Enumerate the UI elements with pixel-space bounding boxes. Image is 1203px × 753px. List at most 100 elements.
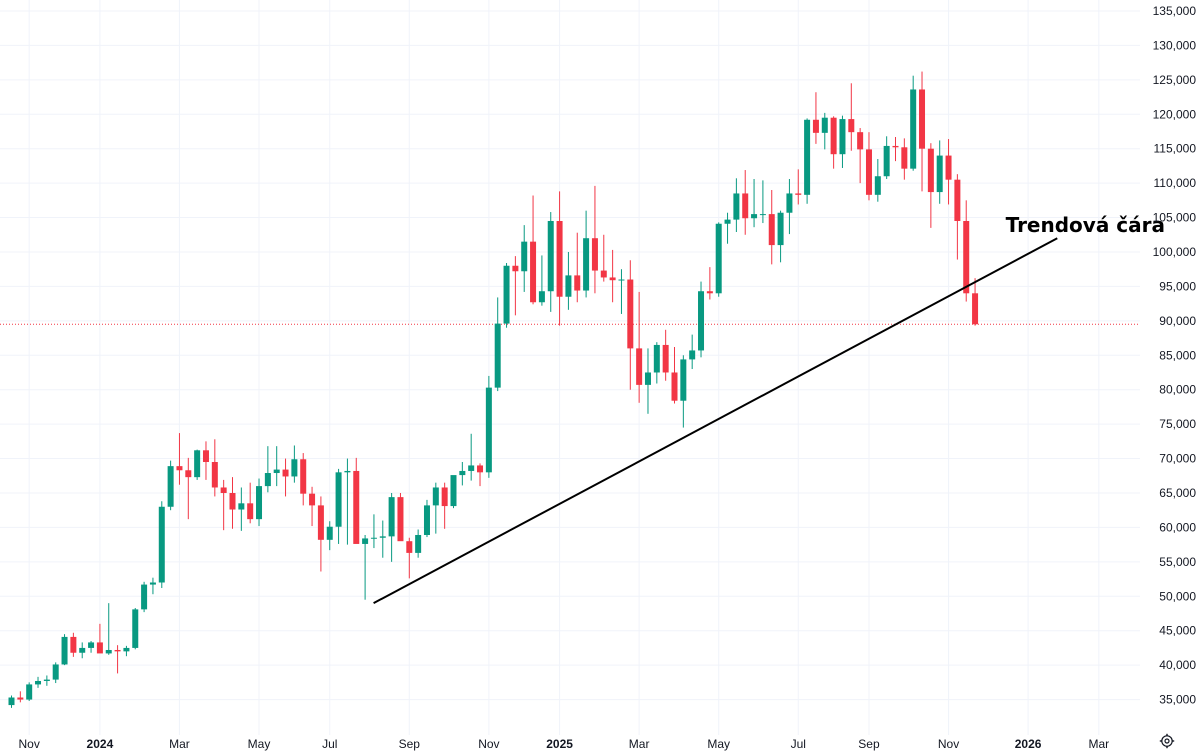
candle[interactable] xyxy=(43,675,50,686)
candle[interactable] xyxy=(972,278,979,326)
candle[interactable] xyxy=(35,676,42,688)
candle[interactable] xyxy=(636,291,643,403)
candle[interactable] xyxy=(724,212,731,244)
candle[interactable] xyxy=(149,577,156,595)
candle[interactable] xyxy=(600,234,607,282)
candle[interactable] xyxy=(901,138,908,180)
candle[interactable] xyxy=(839,115,846,168)
candle[interactable] xyxy=(423,499,430,538)
candle[interactable] xyxy=(936,140,943,204)
candle[interactable] xyxy=(547,212,554,312)
candle[interactable] xyxy=(282,458,289,497)
candle[interactable] xyxy=(273,446,280,487)
candle[interactable] xyxy=(167,460,174,511)
candle[interactable] xyxy=(892,136,899,162)
candle[interactable] xyxy=(662,329,669,381)
candle[interactable] xyxy=(202,441,209,480)
trendline[interactable] xyxy=(373,237,1058,605)
candle[interactable] xyxy=(61,634,68,666)
candle[interactable] xyxy=(194,449,201,480)
candle[interactable] xyxy=(910,75,917,171)
candle[interactable] xyxy=(362,534,369,600)
candle[interactable] xyxy=(309,486,316,527)
candle[interactable] xyxy=(742,170,749,235)
candle[interactable] xyxy=(644,348,651,414)
candle[interactable] xyxy=(848,83,855,151)
candle[interactable] xyxy=(565,251,572,310)
candle[interactable] xyxy=(821,112,828,150)
candle[interactable] xyxy=(583,210,590,298)
candle[interactable] xyxy=(759,180,766,224)
candle[interactable] xyxy=(857,128,864,184)
candle[interactable] xyxy=(256,478,263,527)
trendline-layer[interactable]: Trendová čára xyxy=(373,213,1165,605)
candle[interactable] xyxy=(26,682,33,701)
candle[interactable] xyxy=(370,514,377,549)
candle[interactable] xyxy=(477,463,484,487)
candle[interactable] xyxy=(874,159,881,202)
candle[interactable] xyxy=(751,178,758,228)
candle[interactable] xyxy=(450,475,457,509)
candle[interactable] xyxy=(591,185,598,294)
candle[interactable] xyxy=(317,496,324,572)
candle[interactable] xyxy=(105,603,112,655)
candle[interactable] xyxy=(158,501,165,589)
candle[interactable] xyxy=(79,642,86,659)
candle[interactable] xyxy=(812,92,819,144)
candle[interactable] xyxy=(883,136,890,179)
candle[interactable] xyxy=(185,457,192,520)
candle[interactable] xyxy=(804,118,811,204)
candle[interactable] xyxy=(485,375,492,478)
candle[interactable] xyxy=(123,645,130,657)
candle[interactable] xyxy=(618,269,625,314)
candle[interactable] xyxy=(945,139,952,205)
candle[interactable] xyxy=(671,347,678,404)
time-axis[interactable]: Nov 2024 Mar May Jul Sep Nov 2025 Mar May Jul Sep No… xyxy=(19,737,1110,751)
candle[interactable] xyxy=(706,267,713,300)
candle[interactable] xyxy=(512,256,519,316)
candle[interactable] xyxy=(211,439,218,497)
candle[interactable] xyxy=(344,458,351,545)
candle[interactable] xyxy=(689,334,696,370)
candle[interactable] xyxy=(459,462,466,486)
candle[interactable] xyxy=(8,695,15,708)
candle[interactable] xyxy=(441,482,448,529)
candle[interactable] xyxy=(353,457,360,544)
candle[interactable] xyxy=(963,200,970,302)
candle[interactable] xyxy=(300,453,307,506)
candle[interactable] xyxy=(698,281,705,358)
candle[interactable] xyxy=(468,433,475,481)
candle[interactable] xyxy=(494,297,501,392)
candle[interactable] xyxy=(220,479,227,531)
candle[interactable] xyxy=(141,581,148,613)
candle[interactable] xyxy=(627,260,634,390)
candle[interactable] xyxy=(768,190,775,265)
candle[interactable] xyxy=(291,445,298,483)
candle[interactable] xyxy=(432,482,439,534)
candle[interactable] xyxy=(335,468,342,544)
price-axis[interactable]: 35,000 40,000 45,000 50,000 55,000 60,000 65,0… xyxy=(1153,4,1197,707)
candle[interactable] xyxy=(114,645,121,674)
candle[interactable] xyxy=(830,116,837,169)
candle[interactable] xyxy=(52,662,59,684)
candle[interactable] xyxy=(556,191,563,326)
candle[interactable] xyxy=(530,195,537,305)
candle[interactable] xyxy=(538,255,545,306)
candle[interactable] xyxy=(379,520,386,558)
candle[interactable] xyxy=(715,222,722,297)
chart-settings-button[interactable] xyxy=(1156,730,1178,752)
candle[interactable] xyxy=(609,249,616,303)
candle[interactable] xyxy=(680,355,687,428)
candle[interactable] xyxy=(927,143,934,228)
candle[interactable] xyxy=(954,174,961,260)
candle[interactable] xyxy=(264,446,271,493)
candle[interactable] xyxy=(247,482,254,524)
candle[interactable] xyxy=(415,529,422,558)
candle[interactable] xyxy=(521,225,528,292)
candle[interactable] xyxy=(503,262,510,328)
candle[interactable] xyxy=(326,521,333,551)
candle[interactable] xyxy=(786,178,793,235)
candle[interactable] xyxy=(88,641,95,653)
